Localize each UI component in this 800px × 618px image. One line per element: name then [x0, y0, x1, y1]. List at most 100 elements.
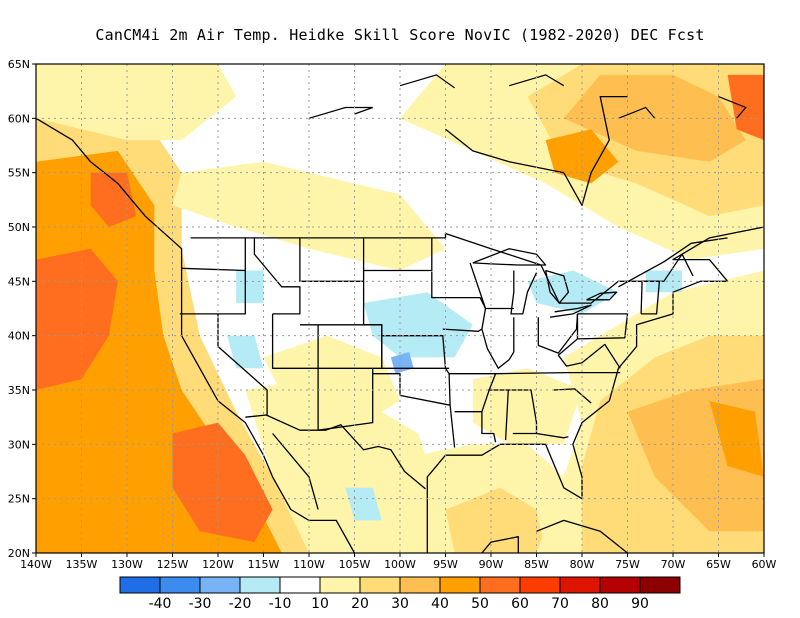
- line-state-or-ca: [179, 270, 246, 315]
- line-cuba: [536, 519, 628, 554]
- lon-tick-label: 90W: [479, 558, 504, 571]
- lon-tick-label: 130W: [111, 558, 143, 571]
- lat-tick-label: 45N: [8, 275, 30, 288]
- lat-tick-label: 50N: [8, 221, 30, 234]
- map-title: CanCM4i 2m Air Temp. Heidke Skill Score …: [95, 26, 705, 44]
- field-nw-canada-warm: [36, 64, 237, 141]
- line-state-il-in: [481, 317, 515, 369]
- island-0: [308, 106, 373, 119]
- colorbar-label: 50: [471, 596, 489, 612]
- line-baja-gulf: [272, 433, 319, 510]
- colorbar-swatch: [359, 576, 401, 594]
- line-yucatan: [481, 536, 519, 554]
- lon-tick-label: 75W: [615, 558, 640, 571]
- colorbar-swatch: [479, 576, 521, 594]
- line-state-dakotas: [363, 237, 433, 272]
- line-st-lawrence: [618, 237, 728, 288]
- colorbar-swatch: [159, 576, 201, 594]
- colorbar-swatch: [119, 576, 161, 594]
- field-hudson-hot: [545, 129, 619, 184]
- line-state-ga-fl: [536, 432, 569, 439]
- field-southeast-warm: [472, 368, 582, 445]
- field-pacific-hot-3: [90, 172, 137, 227]
- lat-tick-label: 65N: [8, 58, 30, 71]
- field-idaho-cool: [236, 270, 264, 304]
- lat-tick-label: 40N: [8, 330, 30, 343]
- colorbar-label: 70: [551, 596, 569, 612]
- line-state-la-ms: [481, 411, 497, 443]
- line-state-sc-nc: [553, 388, 592, 404]
- lon-tick-label: 70W: [661, 558, 686, 571]
- lon-tick-label: 140W: [20, 558, 52, 571]
- field-nevada-cool: [227, 335, 264, 369]
- longitude-labels: 140W 135W 130W 125W 120W 115W 110W 105W 100W 95W 9…: [20, 553, 777, 571]
- line-state-nm: [317, 368, 374, 431]
- lon-tick-label: 105W: [339, 558, 371, 571]
- line-state-tn-ky: [495, 371, 621, 375]
- field-mexico-cool: [345, 487, 382, 521]
- lon-tick-label: 110W: [293, 558, 325, 571]
- colorbar-swatch: [439, 576, 481, 594]
- colorbar-label: -20: [229, 596, 252, 612]
- lon-tick-label: 80W: [570, 558, 595, 571]
- colorbar-label: 80: [591, 596, 609, 612]
- line-state-plains: [362, 281, 451, 406]
- lon-tick-label: 115W: [248, 558, 280, 571]
- line-state-va-wv: [557, 338, 621, 369]
- colorbar-label: 60: [511, 596, 529, 612]
- colorbar-swatch: [199, 576, 241, 594]
- colorbar-swatch: [279, 576, 321, 594]
- lon-tick-label: 65W: [706, 558, 731, 571]
- colorbar-swatch: [239, 576, 281, 594]
- colorbar-label: 90: [631, 596, 649, 612]
- latitude-labels: 20N 25N 30N 35N 40N 45N 50N 55N 60N 65N: [8, 58, 36, 560]
- lon-tick-label: 95W: [433, 558, 458, 571]
- island-3: [618, 106, 656, 119]
- colorbar-swatch: [399, 576, 441, 594]
- colorbar-swatch: [639, 576, 681, 594]
- island-4: [718, 96, 747, 119]
- lon-tick-label: 100W: [384, 558, 416, 571]
- line-great-lakes-huron: [544, 269, 570, 304]
- colorbar-label: -40: [149, 596, 172, 612]
- field-atlantic-hot: [709, 400, 764, 477]
- line-state-id-mt: [253, 237, 301, 315]
- lon-tick-label: 60W: [752, 558, 777, 571]
- colorbar-swatch: [559, 576, 601, 594]
- line-gulf-coast: [426, 226, 765, 553]
- colorbar-label: -30: [189, 596, 212, 612]
- colorbar-label: 40: [431, 596, 449, 612]
- line-state-mo-ar: [449, 373, 497, 413]
- lat-tick-label: 25N: [8, 493, 30, 506]
- colorbar-swatch: [599, 576, 641, 594]
- line-great-lakes-ontario: [586, 291, 618, 301]
- field-mexico-warm: [245, 379, 437, 553]
- lat-tick-label: 30N: [8, 438, 30, 451]
- line-great-lakes-michigan: [510, 270, 538, 315]
- colorbar-label: 20: [351, 596, 369, 612]
- colorbar: -40 -30 -20 -10 10 20 30 40 50 60 70 80 90: [119, 576, 681, 612]
- line-great-lakes-erie: [550, 304, 592, 318]
- lon-tick-label: 125W: [157, 558, 189, 571]
- island-2: [509, 74, 565, 87]
- line-canada-us-border: [190, 232, 694, 304]
- colorbar-label: -10: [269, 596, 292, 612]
- field-pacific-hot-1: [36, 248, 118, 390]
- line-state-ne-ks: [381, 335, 450, 369]
- colorbar-label: 30: [391, 596, 409, 612]
- lat-tick-label: 55N: [8, 167, 30, 180]
- lat-tick-label: 20N: [8, 547, 30, 560]
- colorbar-swatch: [519, 576, 561, 594]
- line-hudson-bay: [445, 95, 628, 206]
- line-state-oh-in: [537, 313, 579, 354]
- line-state-pa-ny: [576, 313, 629, 340]
- field-interior-warm: [172, 161, 446, 271]
- line-state-new-england: [640, 280, 661, 315]
- line-state-wi-mi: [469, 262, 514, 310]
- island-1: [399, 74, 455, 89]
- field-gulf-mid: [445, 487, 546, 553]
- lat-tick-label: 35N: [8, 384, 30, 397]
- graticule: [36, 64, 764, 553]
- lat-tick-label: 60N: [8, 112, 30, 125]
